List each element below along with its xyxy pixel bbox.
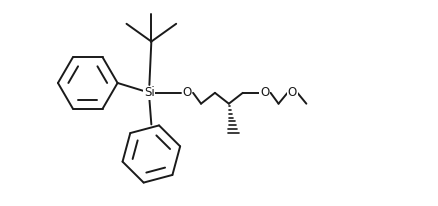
Text: O: O xyxy=(260,86,269,99)
Text: Si: Si xyxy=(144,86,155,99)
Text: O: O xyxy=(288,86,297,99)
Text: O: O xyxy=(183,86,192,99)
